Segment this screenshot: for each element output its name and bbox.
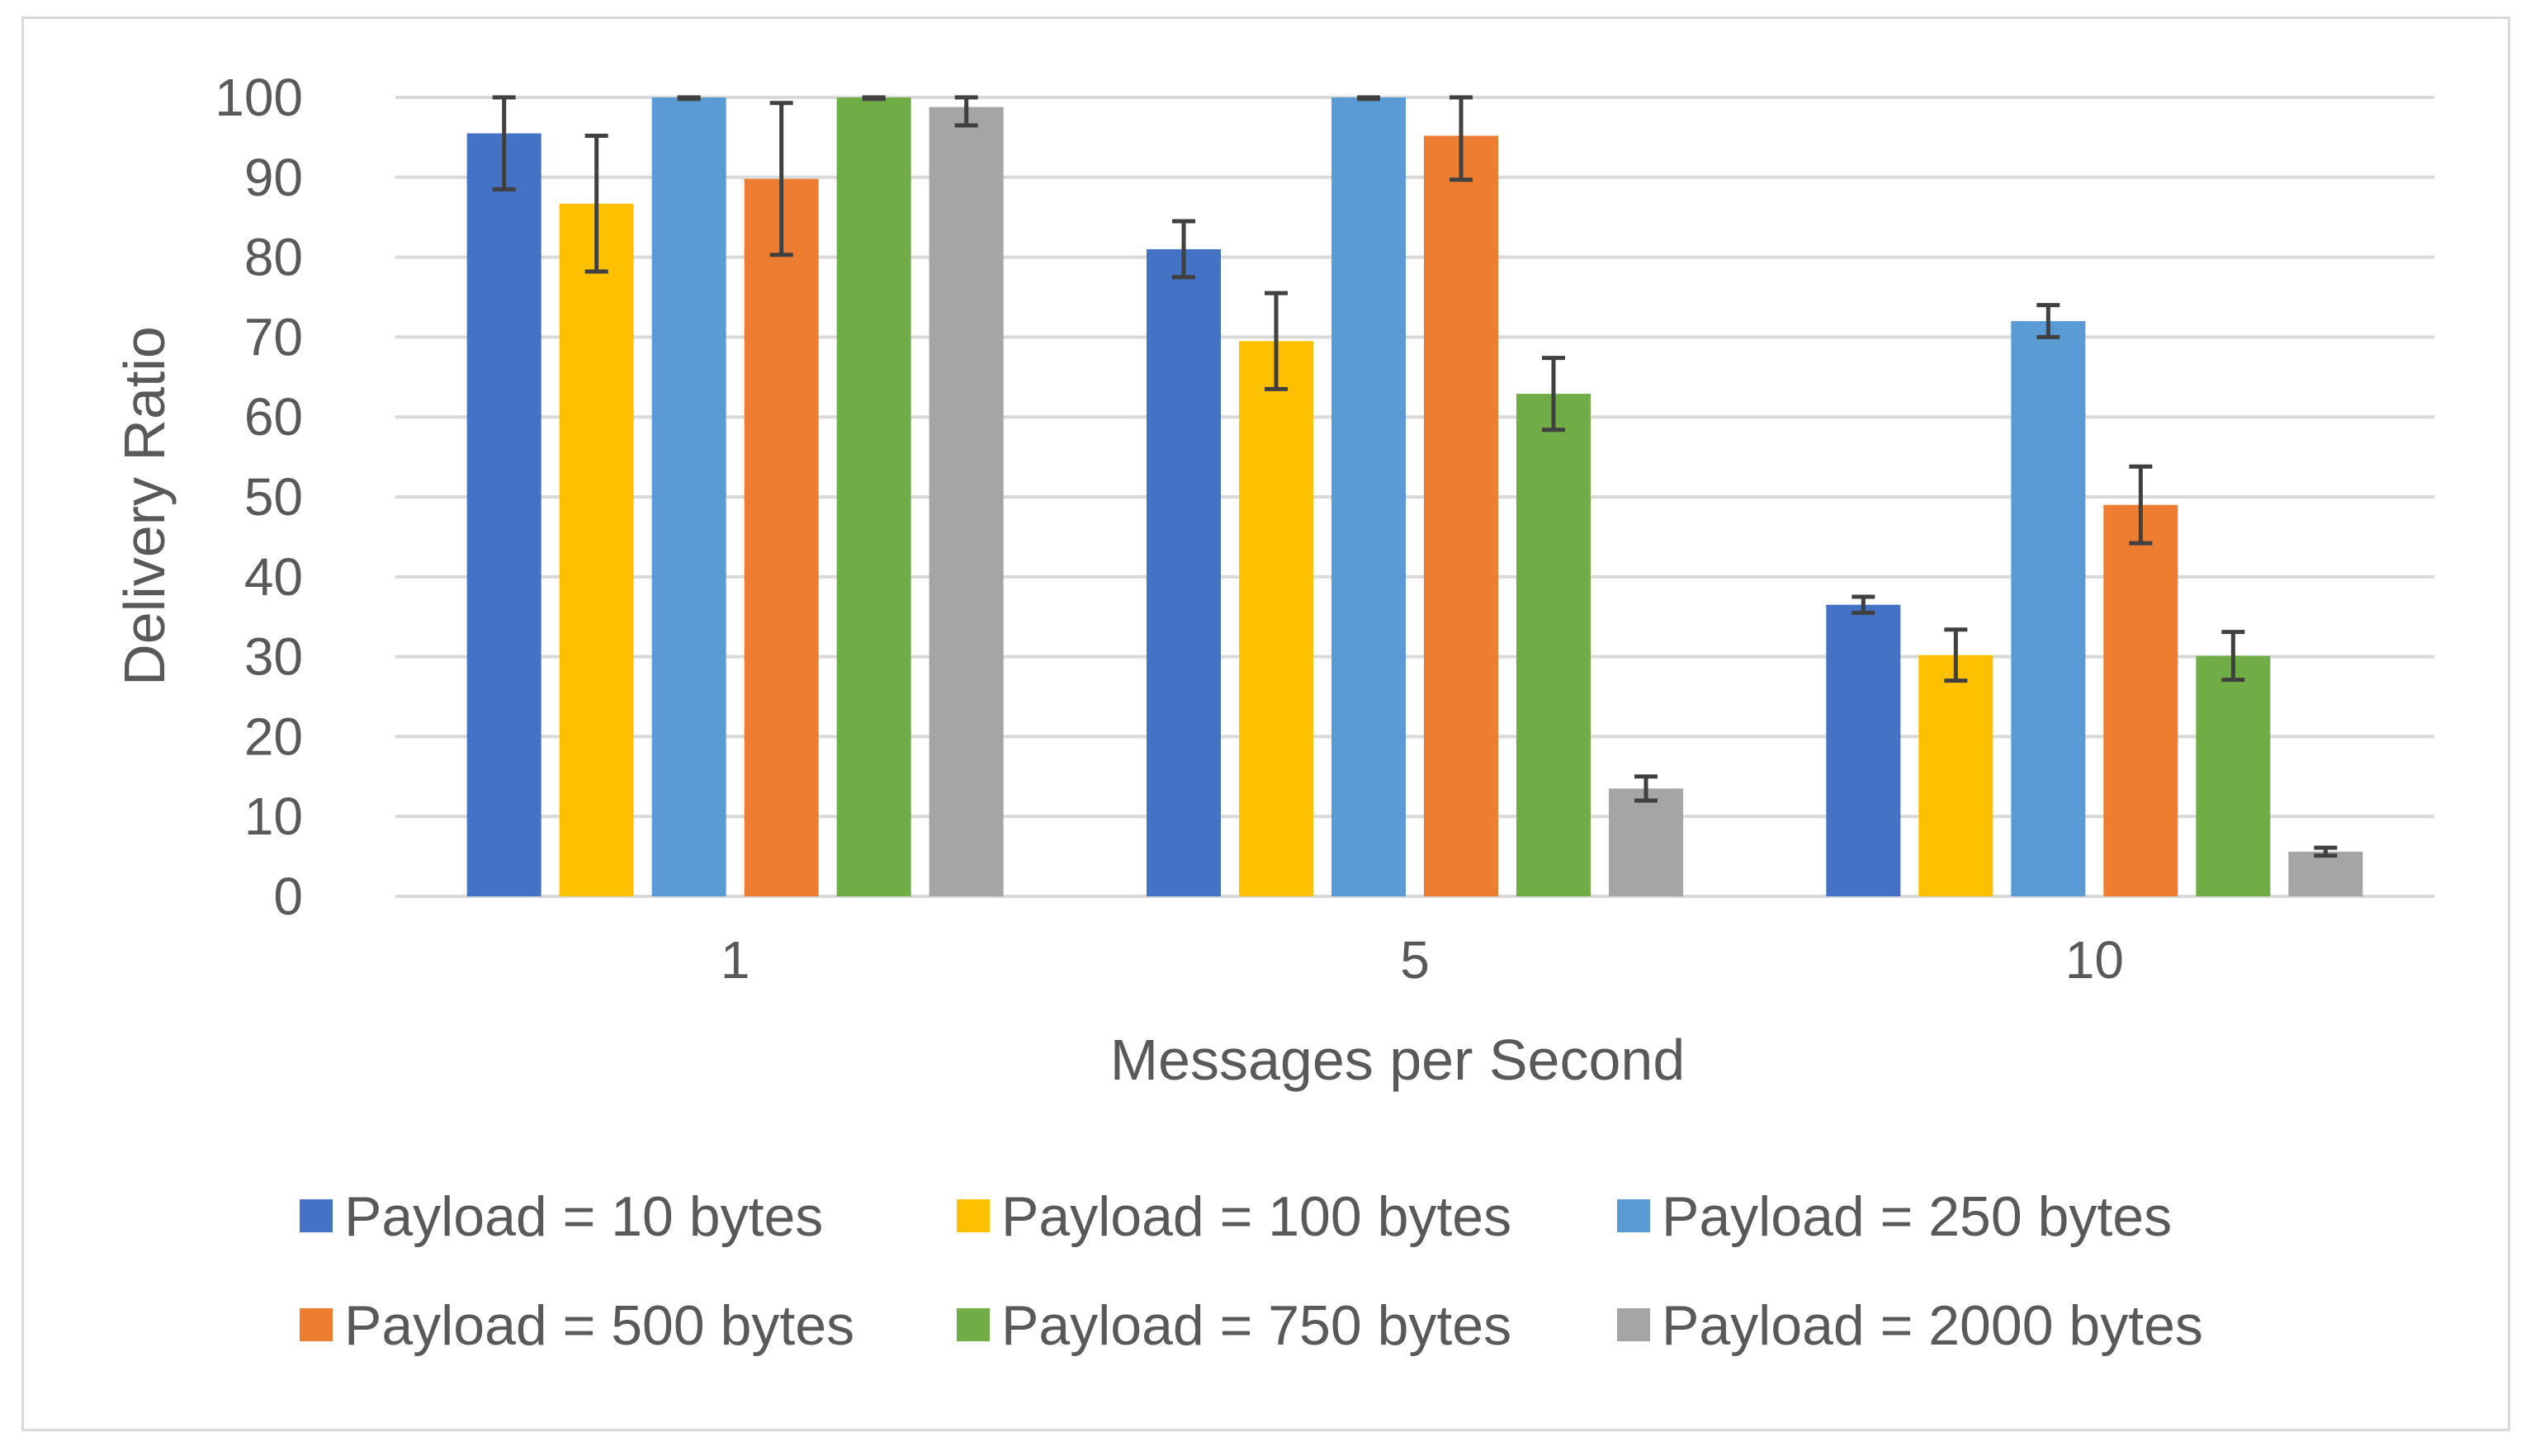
legend-label: Payload = 10 bytes — [344, 1185, 823, 1248]
y-tick-labels: 0 10 20 30 40 50 60 70 80 90 100 — [215, 68, 303, 926]
gridlines — [395, 96, 2434, 898]
legend-item: Payload = 100 bytes — [957, 1185, 1511, 1248]
error-bar — [1542, 356, 1565, 433]
legend-label: Payload = 100 bytes — [1001, 1185, 1511, 1248]
chart-frame: 0 10 20 30 40 50 60 70 80 90 100 1 5 10 Delivery Rat… — [21, 17, 2510, 1431]
bars — [466, 97, 2363, 897]
error-bar — [2129, 464, 2153, 546]
legend-item: Payload = 10 bytes — [300, 1185, 823, 1248]
y-tick-label: 10 — [244, 787, 303, 846]
bar — [929, 106, 1004, 897]
error-bar — [1172, 219, 1195, 280]
y-tick-label: 30 — [244, 627, 303, 687]
y-tick-label: 0 — [273, 867, 303, 926]
legend-swatch — [1617, 1308, 1650, 1341]
bar — [836, 97, 911, 896]
y-tick-label: 20 — [244, 707, 303, 766]
bar — [1147, 248, 1221, 896]
bar — [1424, 135, 1498, 897]
bar — [1331, 97, 1406, 896]
bar — [1918, 655, 1993, 896]
bar — [1239, 341, 1313, 896]
y-tick-label: 100 — [215, 68, 303, 127]
legend-label: Payload = 250 bytes — [1662, 1185, 2172, 1248]
error-bar — [954, 95, 978, 128]
error-bars — [492, 95, 2338, 858]
legend-swatch — [300, 1199, 333, 1232]
error-bar — [2221, 630, 2245, 683]
y-tick-label: 90 — [244, 148, 303, 207]
legend-swatch — [957, 1199, 990, 1232]
error-bar — [1265, 291, 1288, 391]
error-bar — [2036, 303, 2060, 339]
x-tick-label: 10 — [2065, 930, 2124, 990]
bar — [744, 178, 819, 897]
bar — [559, 203, 634, 896]
bar — [2288, 851, 2363, 896]
y-tick-label: 70 — [244, 307, 303, 366]
bar — [466, 133, 542, 896]
legend-item: Payload = 250 bytes — [1617, 1185, 2172, 1248]
error-bar — [1852, 594, 1875, 615]
error-bar — [1450, 95, 1473, 182]
y-tick-label: 80 — [244, 228, 303, 287]
x-tick-label: 5 — [1400, 930, 1430, 990]
legend-item: Payload = 2000 bytes — [1617, 1294, 2203, 1357]
legend-swatch — [300, 1308, 333, 1341]
y-tick-label: 60 — [244, 387, 303, 447]
error-bar — [1944, 627, 1968, 683]
legend-swatch — [1617, 1199, 1650, 1232]
y-tick-label: 50 — [244, 467, 303, 527]
error-bar — [1357, 95, 1380, 102]
legend-item: Payload = 750 bytes — [957, 1294, 1511, 1357]
y-axis-title: Delivery Ratio — [112, 326, 177, 686]
bar — [2103, 504, 2178, 896]
error-bar — [584, 133, 608, 274]
x-tick-label: 1 — [721, 930, 750, 990]
bar — [2011, 321, 2086, 896]
bar — [1826, 604, 1901, 896]
error-bar — [677, 95, 701, 102]
legend-label: Payload = 750 bytes — [1001, 1294, 1511, 1357]
legend-item: Payload = 500 bytes — [300, 1294, 854, 1357]
bar — [651, 97, 726, 896]
error-bar — [2314, 845, 2338, 858]
legend: Payload = 10 bytes Payload = 100 bytes Pay… — [300, 1185, 2203, 1357]
bar — [2196, 655, 2271, 896]
error-bar — [1634, 774, 1658, 803]
bar — [1516, 394, 1591, 896]
legend-label: Payload = 2000 bytes — [1662, 1294, 2203, 1357]
error-bar — [492, 95, 516, 191]
x-axis-title: Messages per Second — [1110, 1028, 1686, 1092]
error-bar — [862, 95, 886, 102]
bar — [1609, 788, 1683, 896]
x-tick-labels: 1 5 10 — [721, 930, 2124, 990]
error-bar — [769, 101, 793, 258]
y-tick-label: 40 — [244, 547, 303, 607]
legend-label: Payload = 500 bytes — [344, 1294, 854, 1357]
legend-swatch — [957, 1308, 990, 1341]
